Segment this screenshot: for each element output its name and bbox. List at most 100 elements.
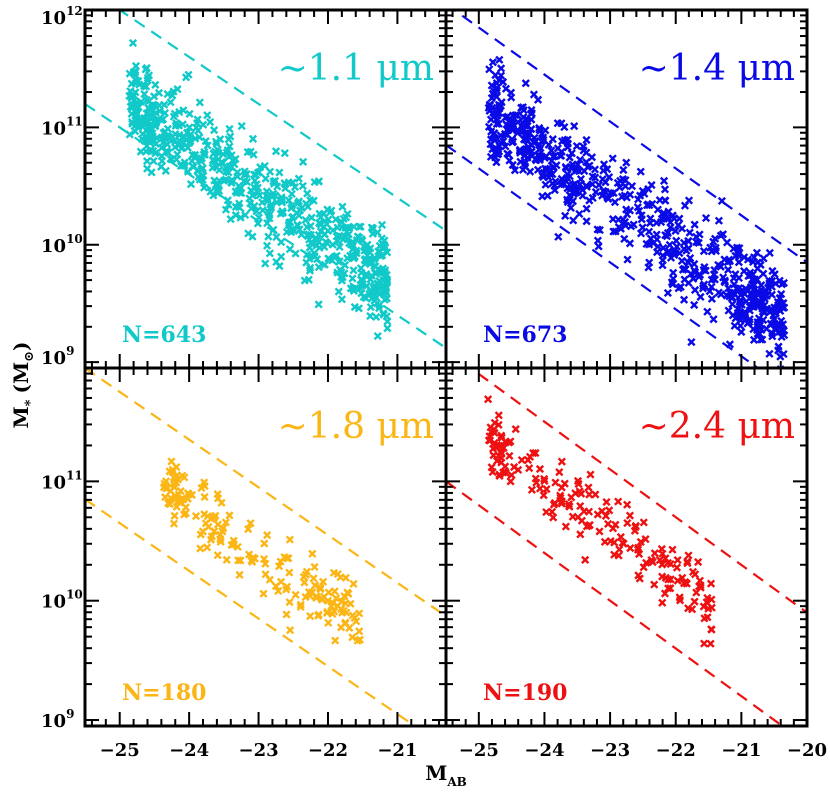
data-point (659, 176, 669, 185)
data-point (244, 550, 254, 559)
data-point (543, 191, 552, 200)
x-tick-label: −23 (590, 740, 630, 761)
data-point (197, 483, 206, 493)
data-point (183, 167, 193, 176)
data-point (746, 283, 756, 292)
data-point (760, 294, 769, 303)
data-point (497, 98, 506, 107)
data-point (314, 300, 323, 309)
data-point (701, 213, 711, 223)
y-tick-label: 1010 (41, 588, 83, 613)
data-point (206, 117, 215, 127)
data-point (501, 462, 510, 471)
data-point (582, 204, 591, 213)
data-point (535, 125, 544, 134)
data-point (750, 275, 759, 284)
data-point (236, 556, 245, 565)
data-point (647, 555, 656, 565)
data-point (383, 324, 392, 333)
data-point (737, 327, 746, 337)
y-tick-label: 109 (41, 707, 74, 732)
data-point (492, 79, 501, 88)
data-point (496, 64, 506, 73)
y-tick-exponent: 9 (66, 707, 74, 721)
data-point (557, 499, 566, 508)
data-point (265, 575, 274, 584)
data-point (636, 229, 646, 238)
data-point (323, 607, 332, 617)
data-point (149, 146, 158, 156)
data-point (314, 263, 323, 272)
data-point (285, 598, 294, 607)
data-point (541, 180, 550, 189)
data-point (743, 319, 752, 328)
data-point (318, 577, 328, 586)
data-point (259, 554, 269, 564)
data-point (201, 137, 210, 146)
data-point (375, 276, 384, 286)
data-point (720, 277, 729, 286)
data-point (580, 166, 589, 176)
data-point (625, 511, 635, 520)
y-tick-base: 10 (41, 236, 66, 257)
data-point (582, 135, 591, 145)
data-point (709, 237, 718, 246)
data-point (212, 139, 221, 148)
data-point (211, 180, 220, 189)
data-points (483, 395, 716, 648)
data-point (563, 170, 572, 179)
data-point (165, 133, 174, 142)
data-point (660, 185, 670, 194)
data-points (484, 55, 789, 368)
data-point (669, 268, 678, 277)
data-point (569, 216, 578, 225)
data-point (268, 192, 277, 201)
data-point (236, 213, 245, 222)
data-point (262, 241, 272, 250)
data-point (219, 176, 228, 185)
lower-envelope-line (446, 144, 760, 368)
data-point (627, 182, 637, 191)
data-point (581, 555, 590, 564)
x-tick-label: −25 (100, 740, 140, 761)
data-point (699, 281, 708, 291)
data-point (349, 253, 358, 262)
data-point (184, 490, 193, 499)
data-point (485, 101, 494, 110)
data-point (639, 563, 648, 572)
data-point (675, 214, 684, 223)
data-point (227, 175, 237, 185)
data-point (248, 232, 257, 241)
data-point (337, 217, 346, 227)
data-point (294, 174, 303, 183)
data-point (531, 136, 540, 146)
data-point (566, 203, 575, 212)
data-point (703, 307, 712, 316)
data-point (593, 510, 602, 519)
data-point (215, 165, 224, 175)
data-point (750, 253, 759, 262)
data-point (312, 592, 321, 601)
data-point (690, 259, 699, 269)
data-point (355, 222, 364, 231)
data-point (572, 141, 581, 151)
data-point (501, 468, 510, 477)
data-point (215, 186, 224, 195)
y-axis-title-close: ) (9, 342, 33, 351)
data-point (557, 137, 567, 146)
data-point (302, 199, 311, 208)
data-point (370, 254, 380, 263)
data-point (533, 95, 543, 104)
data-point (143, 73, 152, 83)
data-point (765, 248, 774, 257)
data-point (494, 411, 503, 420)
data-point (571, 164, 580, 173)
data-point (655, 555, 664, 565)
data-point (149, 156, 158, 166)
data-point (487, 81, 496, 90)
data-point (303, 189, 312, 198)
data-point (626, 544, 635, 553)
data-point (266, 202, 276, 212)
data-point (707, 625, 716, 634)
data-point (691, 570, 700, 579)
